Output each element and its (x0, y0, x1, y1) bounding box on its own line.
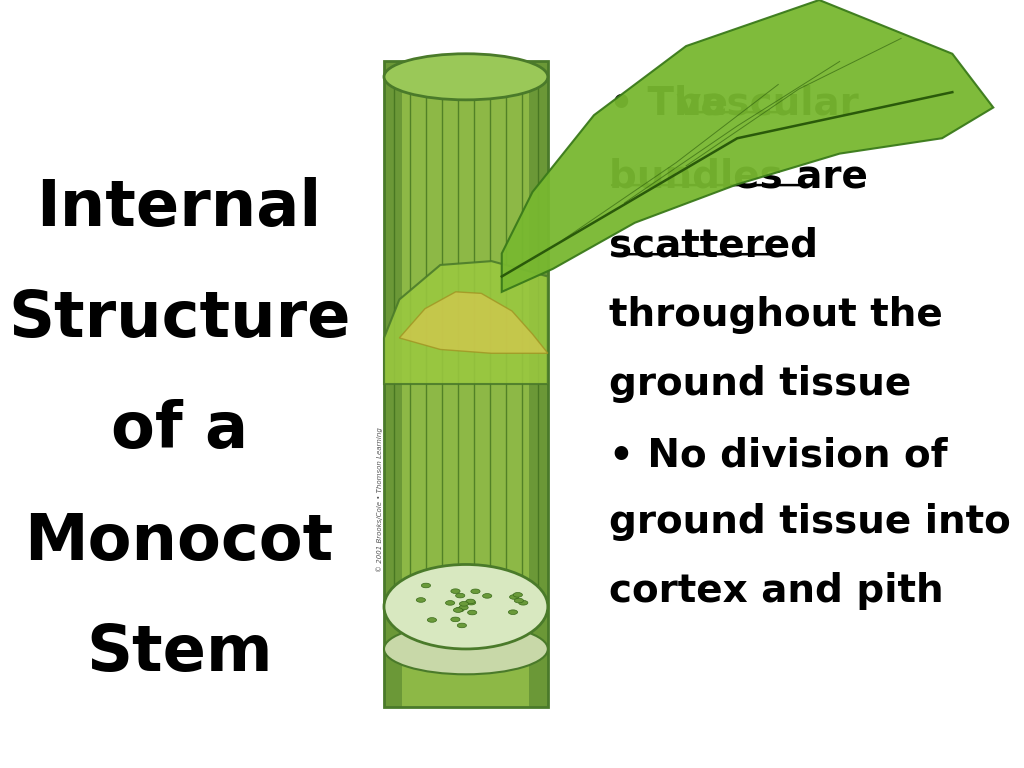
Ellipse shape (459, 605, 468, 610)
Ellipse shape (451, 589, 460, 594)
Text: vascular: vascular (676, 84, 859, 122)
Bar (529, 61, 548, 707)
Text: ground tissue: ground tissue (609, 365, 911, 402)
Text: © 2001 Brooks/Cole • Thomson Learning: © 2001 Brooks/Cole • Thomson Learning (377, 427, 383, 571)
Ellipse shape (482, 594, 492, 598)
Text: • The: • The (609, 84, 741, 122)
Ellipse shape (467, 601, 476, 605)
Ellipse shape (445, 601, 455, 605)
Polygon shape (384, 261, 548, 384)
Ellipse shape (421, 583, 430, 588)
Ellipse shape (466, 599, 475, 604)
Polygon shape (399, 292, 548, 353)
Ellipse shape (460, 601, 469, 606)
Ellipse shape (513, 593, 522, 598)
Ellipse shape (471, 589, 480, 594)
Ellipse shape (454, 607, 463, 612)
Ellipse shape (518, 601, 527, 605)
Polygon shape (502, 0, 993, 292)
Text: • No division of: • No division of (609, 436, 948, 474)
Ellipse shape (510, 594, 519, 599)
Ellipse shape (451, 617, 460, 622)
Ellipse shape (417, 598, 426, 602)
Text: of a: of a (111, 399, 248, 462)
Text: ground tissue into: ground tissue into (609, 503, 1011, 541)
Text: bundles are: bundles are (609, 157, 868, 195)
Text: Monocot: Monocot (25, 511, 334, 573)
Ellipse shape (427, 617, 436, 622)
Ellipse shape (456, 594, 465, 598)
Text: scattered: scattered (609, 227, 818, 264)
Ellipse shape (468, 611, 477, 615)
Ellipse shape (384, 54, 548, 100)
Text: Structure: Structure (8, 288, 350, 350)
Ellipse shape (508, 610, 517, 614)
Text: cortex and pith: cortex and pith (609, 572, 944, 610)
Ellipse shape (458, 623, 467, 627)
Text: throughout the: throughout the (609, 296, 943, 333)
Ellipse shape (455, 607, 464, 612)
Bar (384, 61, 402, 707)
Bar (384, 61, 548, 707)
Ellipse shape (384, 564, 548, 649)
Text: Internal: Internal (37, 177, 322, 239)
Ellipse shape (384, 624, 548, 674)
Text: Stem: Stem (86, 622, 272, 684)
Ellipse shape (514, 598, 523, 603)
